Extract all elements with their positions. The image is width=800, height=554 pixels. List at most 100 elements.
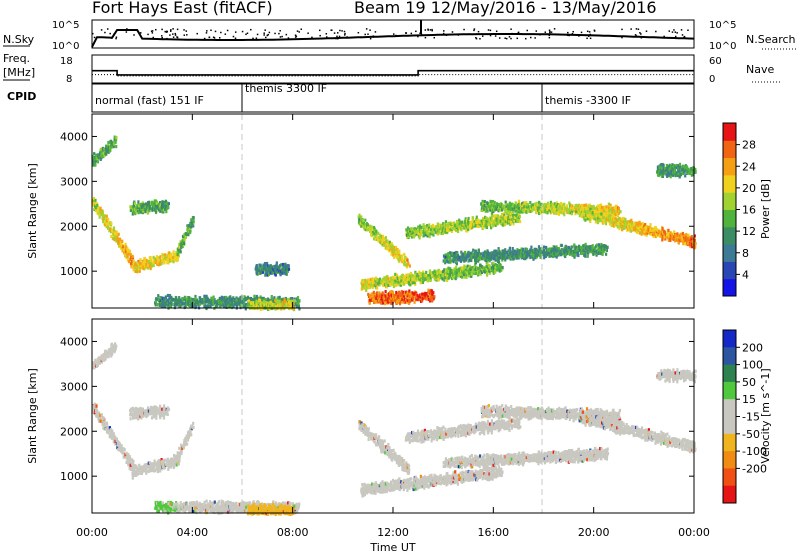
- power-cell: [94, 163, 97, 167]
- power-cell: [583, 248, 586, 253]
- nsearch-dot: [593, 29, 596, 32]
- nsearch-dot: [339, 29, 341, 32]
- power-cell: [652, 228, 655, 232]
- power-cell: [558, 206, 561, 210]
- power-cell: [441, 274, 444, 278]
- power-cell: [477, 248, 480, 252]
- power-cell: [263, 303, 266, 307]
- nsearch-dot: [640, 33, 642, 35]
- power-cell: [389, 282, 392, 286]
- power-cell: [609, 203, 612, 207]
- power-cell: [237, 301, 240, 305]
- nsearch-tick-high: 10^5: [709, 20, 736, 31]
- power-cell: [162, 297, 166, 301]
- power-cell: [163, 261, 166, 265]
- power-cell: [136, 208, 139, 213]
- power-cell: [509, 207, 512, 211]
- power-cell: [166, 261, 169, 265]
- power-cell: [555, 204, 558, 208]
- power-cell: [201, 298, 204, 302]
- power-cell: [498, 255, 502, 259]
- power-cell: [263, 267, 266, 271]
- power-cell: [543, 250, 546, 254]
- power-cell: [604, 222, 608, 226]
- power-cell: [272, 299, 275, 304]
- nsearch-dot: [267, 33, 270, 36]
- power-cell: [426, 234, 429, 238]
- power-cell: [455, 255, 458, 259]
- power-cell: [608, 209, 611, 213]
- power-cell: [481, 223, 484, 227]
- nsearch-dot: [674, 31, 677, 33]
- power-cell: [276, 296, 279, 300]
- power-cell: [139, 258, 142, 262]
- power-cell: [214, 300, 217, 304]
- power-cell: [293, 297, 296, 301]
- power-cell: [259, 302, 262, 306]
- power-cell: [511, 213, 514, 217]
- power-cell: [520, 249, 523, 254]
- power-cell: [455, 259, 458, 264]
- power-cell: [135, 267, 138, 271]
- power-cell: [146, 211, 150, 215]
- nsearch-dot: [110, 37, 113, 39]
- power-cell: [411, 229, 414, 233]
- nsearch-dot: [586, 37, 588, 40]
- power-cell: [491, 269, 494, 273]
- power-cell: [529, 248, 532, 252]
- power-cell: [110, 234, 113, 239]
- power-cell: [112, 232, 115, 236]
- power-cell: [123, 244, 126, 248]
- power-cell: [573, 255, 576, 259]
- power-cell: [447, 252, 450, 256]
- power-cell: [163, 203, 166, 207]
- power-cell: [446, 253, 449, 257]
- power-cell: [163, 300, 166, 304]
- power-cell: [92, 203, 95, 207]
- power-cell: [131, 212, 134, 216]
- nsearch-dot: [621, 36, 623, 39]
- power-cell: [394, 279, 397, 283]
- power-cell: [504, 258, 507, 262]
- power-cell: [456, 224, 459, 228]
- power-cell: [526, 205, 529, 209]
- power-cell: [461, 220, 464, 224]
- power-cell: [243, 302, 246, 306]
- power-cell: [406, 298, 409, 302]
- power-cell: [260, 297, 264, 301]
- power-cell: [636, 230, 639, 234]
- power-cell: [387, 277, 390, 281]
- power-cell: [434, 230, 437, 234]
- power-cell: [475, 256, 478, 260]
- power-cell: [149, 267, 152, 271]
- power-cell: [145, 259, 149, 263]
- power-cell: [372, 296, 375, 300]
- power-cell: [386, 274, 389, 279]
- power-cell: [106, 222, 109, 227]
- power-cell: [141, 266, 144, 270]
- power-cell: [398, 298, 401, 302]
- power-cell: [673, 235, 676, 239]
- power-cell: [398, 249, 401, 253]
- power-cell: [487, 217, 490, 221]
- power-cell: [153, 205, 156, 209]
- power-cell: [188, 296, 191, 300]
- power-cell: [531, 255, 534, 259]
- power-cell: [477, 259, 480, 263]
- power-cell: [603, 244, 606, 248]
- cpid-segment-1: normal (fast) 151 IF: [95, 94, 204, 107]
- power-cell: [503, 252, 506, 256]
- power-cell: [205, 300, 208, 304]
- nsearch-dot: [139, 32, 142, 34]
- power-cell: [461, 266, 464, 270]
- power-cell: [416, 273, 419, 277]
- power-cell: [443, 278, 446, 282]
- power-cell: [566, 210, 569, 215]
- nsearch-dot: [442, 32, 445, 35]
- power-cell: [429, 278, 432, 282]
- power-cell: [164, 256, 167, 260]
- power-cell: [273, 267, 276, 271]
- power-cell: [458, 222, 461, 226]
- power-cell: [125, 245, 128, 249]
- power-cell: [134, 212, 137, 216]
